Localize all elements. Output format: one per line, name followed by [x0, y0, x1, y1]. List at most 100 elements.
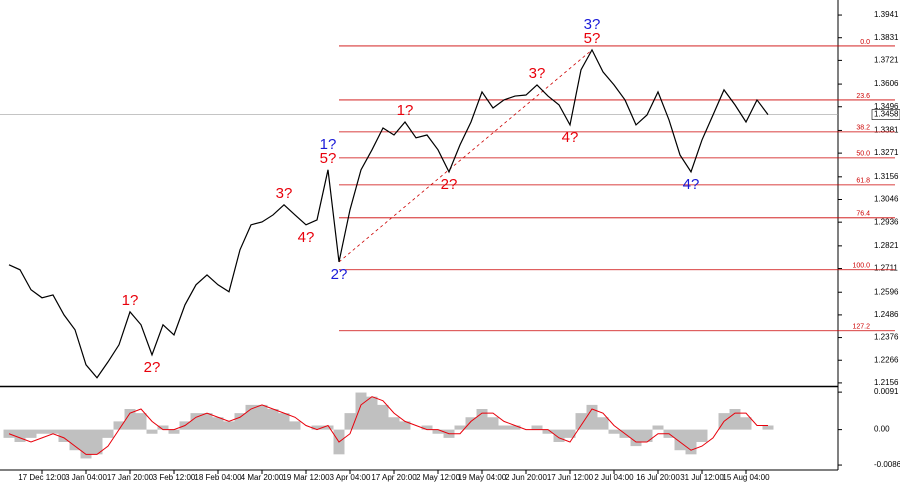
histogram-bar [80, 429, 92, 459]
y-tick-label: 1.2821 [874, 241, 899, 250]
histogram-bar [487, 417, 499, 430]
histogram-bar [223, 421, 235, 430]
histogram-bar [542, 429, 554, 434]
histogram-bar [58, 429, 70, 442]
trend-line [338, 49, 593, 263]
histogram-bar [157, 425, 169, 430]
y-tick-label: 1.3046 [874, 195, 899, 204]
histogram-bar [399, 421, 411, 430]
fib-label: 23.6 [856, 93, 870, 100]
y-tick-label: 1.3606 [874, 79, 899, 88]
histogram-bar [212, 417, 224, 430]
histogram-bar [25, 429, 37, 438]
y-tick-label: 1.2936 [874, 217, 899, 226]
histogram-bar [674, 429, 686, 451]
histogram-bar [311, 425, 323, 430]
current-price-box [871, 109, 900, 120]
x-tick-label: 16 Jul 20:00 [636, 473, 680, 482]
histogram-bar [586, 404, 598, 430]
x-tick-label: 31 Jul 12:00 [680, 473, 724, 482]
y-tick-label: 1.2596 [874, 287, 899, 296]
histogram-bar [201, 413, 213, 430]
x-tick-label: 19 May 04:00 [458, 473, 507, 482]
y-tick-label: 1.3941 [874, 10, 899, 19]
x-tick-label: 15 Aug 04:00 [722, 473, 770, 482]
fib-label: 38.2 [856, 125, 870, 132]
histogram-bar [36, 429, 48, 434]
x-tick-label: 2 Jul 04:00 [594, 473, 634, 482]
histogram-bar [69, 429, 81, 451]
wave-label: 5? [584, 30, 601, 47]
histogram-bar [740, 417, 752, 430]
signal-line [8, 396, 768, 455]
histogram-bar [630, 429, 642, 447]
x-tick-label: 17 Jan 20:00 [107, 473, 154, 482]
histogram-bar [762, 425, 774, 430]
y-tick-label: 0.0091 [874, 387, 899, 396]
histogram-bar [14, 429, 26, 442]
histogram-bar [267, 409, 279, 430]
histogram-bar [432, 429, 444, 434]
histogram-bar [190, 413, 202, 430]
histogram-bar [421, 425, 433, 430]
fib-label: 0.0 [860, 39, 870, 46]
fib-label: 61.8 [856, 178, 870, 185]
wave-label: 2? [144, 359, 161, 376]
histogram-bar [289, 421, 301, 430]
wave-label: 3? [584, 16, 601, 33]
x-tick-label: 18 Feb 04:00 [194, 473, 242, 482]
histogram-bar [531, 425, 543, 430]
wave-label: 2? [331, 266, 348, 283]
x-tick-label: 19 Mar 12:00 [282, 473, 330, 482]
current-price-label: 1.3458 [874, 110, 899, 119]
fib-label: 127.2 [852, 324, 870, 331]
histogram-bar [608, 429, 620, 434]
histogram-bar [355, 392, 367, 430]
wave-label: 3? [276, 185, 293, 202]
histogram-bar [476, 409, 488, 430]
y-tick-label: 0.00 [874, 425, 890, 434]
histogram-bar [366, 396, 378, 430]
histogram-bar [388, 417, 400, 430]
histogram-bar [729, 409, 741, 430]
y-tick-label: 1.3156 [874, 172, 899, 181]
y-tick-label: 1.2711 [874, 264, 898, 273]
wave-label: 5? [320, 150, 337, 167]
x-tick-label: 17 Dec 12:00 [18, 473, 66, 482]
y-tick-label: 1.3381 [874, 126, 899, 135]
histogram-bar [322, 425, 334, 430]
histogram-bar [685, 429, 697, 455]
x-tick-label: 3 Jan 04:00 [65, 473, 107, 482]
histogram-bar [465, 417, 477, 430]
wave-label: 3? [529, 65, 546, 82]
histogram-bar [564, 429, 576, 438]
histogram-bar [377, 404, 389, 430]
y-tick-label: 1.3496 [874, 102, 899, 111]
histogram-bar [641, 429, 653, 442]
y-tick-label: 1.3271 [874, 148, 899, 157]
histogram-bar [454, 425, 466, 430]
histogram-bar [135, 413, 147, 430]
histogram-bar [102, 429, 114, 438]
histogram-bar [146, 429, 158, 434]
histogram-bar [256, 404, 268, 430]
wave-label: 4? [683, 176, 700, 193]
x-tick-label: 3 Feb 12:00 [153, 473, 196, 482]
price-line [8, 48, 769, 379]
histogram-bar [245, 404, 257, 430]
histogram-bar [509, 425, 521, 430]
y-tick-label: 1.3721 [874, 55, 899, 64]
y-tick-label: 1.3831 [874, 33, 899, 42]
histogram-bar [168, 429, 180, 434]
histogram-bar [344, 413, 356, 430]
histogram-bar [553, 429, 565, 442]
fib-label: 100.0 [852, 263, 870, 270]
histogram-bar [124, 409, 136, 430]
y-tick-label: 1.2486 [874, 310, 899, 319]
x-tick-label: 3 Apr 04:00 [330, 473, 371, 482]
histogram-bar [498, 425, 510, 430]
x-tick-label: 4 Mar 20:00 [241, 473, 284, 482]
x-tick-label: 2 Jun 20:00 [505, 473, 547, 482]
histogram-bar [91, 429, 103, 455]
